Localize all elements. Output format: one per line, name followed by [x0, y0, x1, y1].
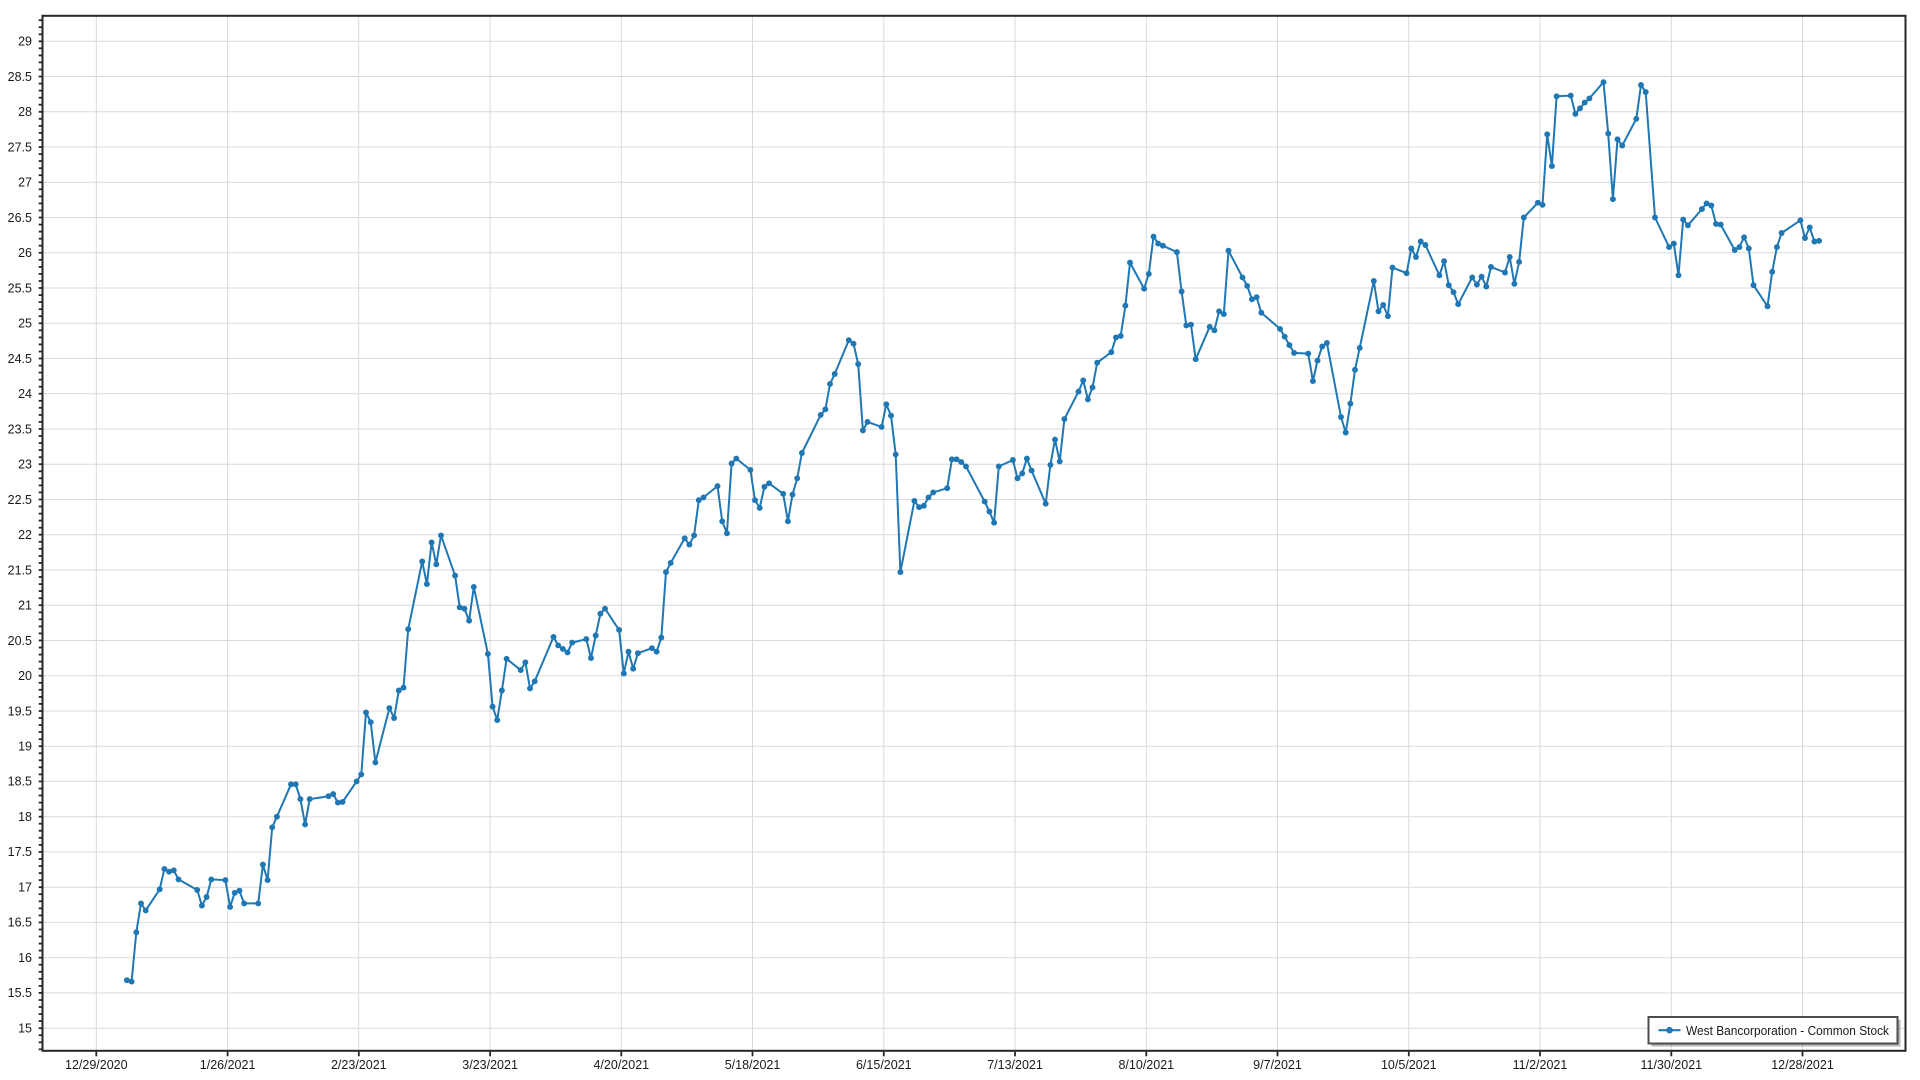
svg-text:12/29/2020: 12/29/2020 — [65, 1058, 128, 1072]
svg-text:22: 22 — [18, 528, 32, 542]
svg-text:28: 28 — [18, 105, 32, 119]
svg-text:16: 16 — [18, 951, 32, 965]
svg-text:8/10/2021: 8/10/2021 — [1118, 1058, 1174, 1072]
svg-text:7/13/2021: 7/13/2021 — [987, 1058, 1043, 1072]
svg-text:24: 24 — [18, 387, 32, 401]
svg-text:2/23/2021: 2/23/2021 — [331, 1058, 387, 1072]
svg-text:20: 20 — [18, 669, 32, 683]
svg-text:22.5: 22.5 — [8, 493, 32, 507]
svg-text:11/2/2021: 11/2/2021 — [1513, 1058, 1568, 1072]
svg-text:25.5: 25.5 — [8, 281, 32, 295]
svg-text:10/5/2021: 10/5/2021 — [1381, 1058, 1437, 1072]
svg-text:18: 18 — [18, 810, 32, 824]
svg-text:23: 23 — [18, 458, 32, 472]
svg-text:27.5: 27.5 — [8, 140, 32, 154]
svg-text:18.5: 18.5 — [8, 775, 32, 789]
svg-text:5/18/2021: 5/18/2021 — [725, 1058, 781, 1072]
svg-text:4/20/2021: 4/20/2021 — [593, 1058, 649, 1072]
svg-text:21.5: 21.5 — [8, 563, 32, 577]
svg-text:15: 15 — [18, 1022, 32, 1036]
svg-text:26: 26 — [18, 246, 32, 260]
svg-text:15.5: 15.5 — [8, 986, 32, 1000]
svg-text:12/28/2021: 12/28/2021 — [1771, 1058, 1834, 1072]
svg-text:23.5: 23.5 — [8, 422, 32, 436]
svg-text:11/30/2021: 11/30/2021 — [1640, 1058, 1702, 1072]
svg-text:29: 29 — [18, 35, 32, 49]
svg-text:17.5: 17.5 — [8, 845, 32, 859]
svg-text:17: 17 — [18, 881, 32, 895]
svg-text:6/15/2021: 6/15/2021 — [856, 1058, 912, 1072]
svg-text:25: 25 — [18, 317, 32, 331]
svg-text:28.5: 28.5 — [8, 70, 32, 84]
svg-text:20.5: 20.5 — [8, 634, 32, 648]
svg-text:West Bancorporation - Common S: West Bancorporation - Common Stock — [1686, 1024, 1890, 1038]
svg-text:26.5: 26.5 — [8, 211, 32, 225]
svg-text:19.5: 19.5 — [8, 704, 32, 718]
svg-text:3/23/2021: 3/23/2021 — [462, 1058, 518, 1072]
svg-text:16.5: 16.5 — [8, 916, 32, 930]
svg-text:19: 19 — [18, 740, 32, 754]
svg-text:27: 27 — [18, 176, 32, 190]
svg-text:1/26/2021: 1/26/2021 — [200, 1058, 256, 1072]
svg-text:21: 21 — [18, 599, 32, 613]
svg-text:24.5: 24.5 — [8, 352, 32, 366]
svg-text:9/7/2021: 9/7/2021 — [1253, 1058, 1302, 1072]
